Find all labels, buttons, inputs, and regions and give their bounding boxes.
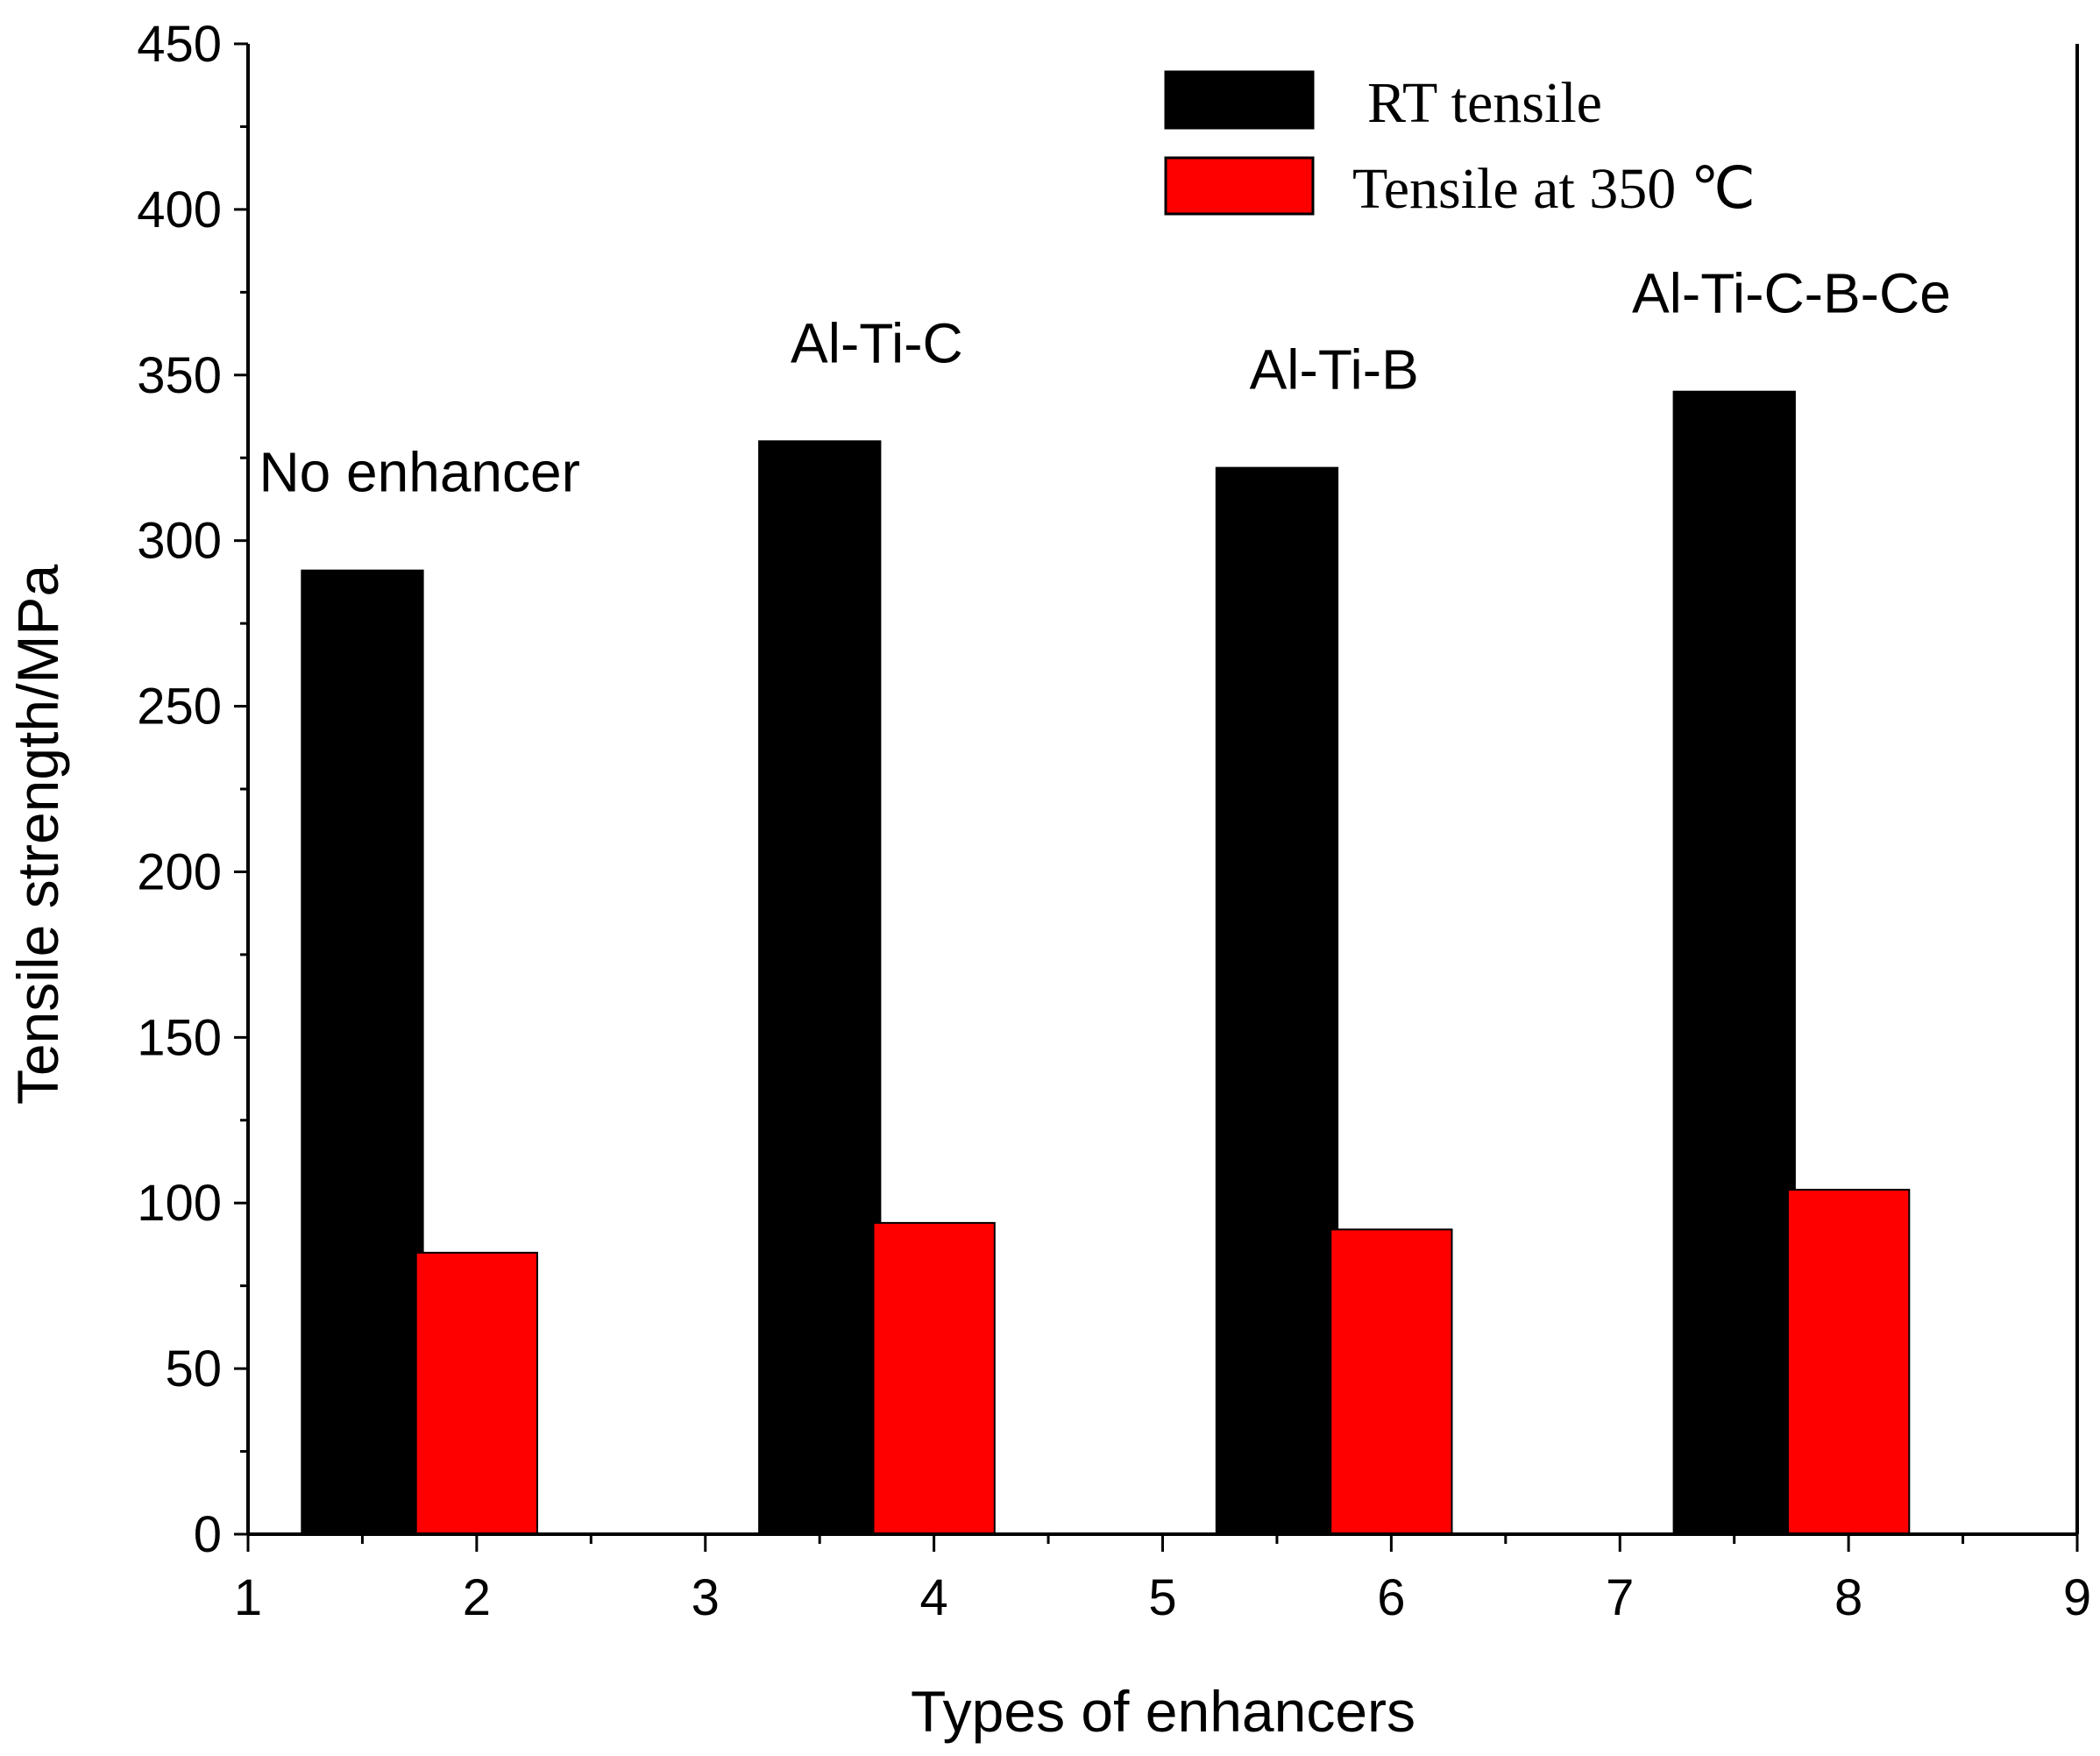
y-axis-title: Tensile strength/MPa — [5, 565, 70, 1105]
y-tick-label-350: 350 — [137, 347, 222, 404]
y-tick-label-0: 0 — [194, 1506, 222, 1563]
annotation-no-enhancer: No enhancer — [259, 441, 579, 504]
bar-rt-tensile-al-ti-c — [758, 440, 882, 1535]
annotation-al-ti-c-b-ce: Al-Ti-C-B-Ce — [1632, 262, 1951, 325]
x-tick-label-4: 4 — [919, 1569, 947, 1626]
y-tick-label-450: 450 — [137, 16, 222, 73]
y-tick-label-250: 250 — [137, 679, 222, 736]
bars-layer — [301, 390, 1911, 1536]
x-tick-label-5: 5 — [1148, 1569, 1176, 1626]
x-tick-label-3: 3 — [692, 1569, 720, 1626]
y-tick-label-200: 200 — [137, 843, 222, 900]
legend-swatch-tensile-350 — [1164, 156, 1315, 216]
x-tick-label-9: 9 — [2063, 1569, 2091, 1626]
y-tick-label-400: 400 — [137, 181, 222, 238]
x-tick-label-2: 2 — [463, 1569, 491, 1626]
bar-rt-tensile-al-ti-b — [1215, 466, 1339, 1535]
y-axis-ticks: 0 50 100 150 200 250 300 350 400 450 — [137, 16, 248, 1563]
y-tick-label-100: 100 — [137, 1175, 222, 1232]
bar-tensile-at-350-al-ti-b — [1330, 1228, 1453, 1536]
bar-tensile-at-350-al-ti-c-b-ce — [1787, 1189, 1911, 1535]
bar-rt-tensile-al-ti-c-b-ce — [1672, 390, 1796, 1536]
y-tick-label-50: 50 — [165, 1340, 222, 1397]
annotation-al-ti-b: Al-Ti-B — [1250, 338, 1419, 402]
bar-tensile-at-350-al-ti-c — [872, 1221, 996, 1536]
y-tick-label-300: 300 — [137, 513, 222, 570]
x-tick-label-8: 8 — [1834, 1569, 1862, 1626]
legend: RT tensile Tensile at 350 ℃ — [1164, 70, 1756, 221]
x-axis-title: Types of enhancers — [911, 1679, 1415, 1744]
legend-label-tensile-350: Tensile at 350 ℃ — [1352, 157, 1756, 221]
legend-label-rt-tensile: RT tensile — [1367, 71, 1602, 135]
annotation-al-ti-c: Al-Ti-C — [791, 311, 963, 374]
x-tick-label-1: 1 — [234, 1569, 262, 1626]
bar-rt-tensile-no-enhancer — [301, 569, 424, 1536]
bar-tensile-at-350-no-enhancer — [415, 1251, 539, 1536]
y-tick-label-150: 150 — [137, 1009, 222, 1066]
x-tick-label-6: 6 — [1377, 1569, 1405, 1626]
x-axis-ticks: 1 2 3 4 5 6 7 8 9 — [234, 1534, 2091, 1626]
bar-annotations: No enhancer Al-Ti-C Al-Ti-B Al-Ti-C-B-Ce — [259, 262, 1950, 504]
legend-swatch-rt-tensile — [1164, 70, 1315, 130]
x-tick-label-7: 7 — [1606, 1569, 1634, 1626]
